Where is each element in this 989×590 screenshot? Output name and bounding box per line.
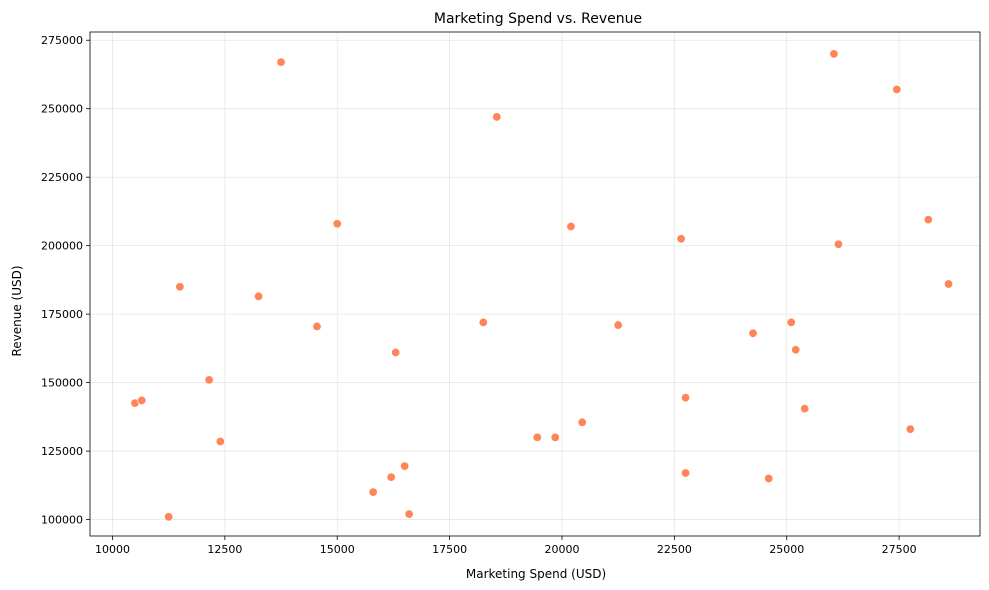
x-tick-label: 15000: [320, 543, 355, 556]
data-point: [764, 473, 774, 483]
data-point: [404, 509, 414, 519]
y-tick-label: 250000: [41, 103, 83, 116]
data-point: [681, 468, 691, 478]
data-point: [175, 282, 185, 292]
y-tick-label: 175000: [41, 308, 83, 321]
data-point: [386, 472, 396, 482]
x-tick-label: 12500: [207, 543, 242, 556]
y-tick-label: 200000: [41, 240, 83, 253]
data-point: [786, 317, 796, 327]
data-point: [400, 461, 410, 471]
data-point: [791, 345, 801, 355]
data-point: [215, 436, 225, 446]
x-tick-label: 10000: [95, 543, 130, 556]
x-tick-label: 27500: [882, 543, 917, 556]
data-point: [681, 393, 691, 403]
data-point: [892, 85, 902, 95]
data-point: [829, 49, 839, 59]
data-point: [676, 234, 686, 244]
data-point: [613, 320, 623, 330]
data-point: [550, 432, 560, 442]
data-point: [923, 215, 933, 225]
y-tick-label: 100000: [41, 514, 83, 527]
data-point: [748, 328, 758, 338]
data-point: [566, 221, 576, 231]
data-point: [137, 395, 147, 405]
data-point: [312, 321, 322, 331]
x-axis-label: Marketing Spend (USD): [466, 567, 606, 581]
y-tick-label: 150000: [41, 377, 83, 390]
data-point: [800, 404, 810, 414]
data-point: [492, 112, 502, 122]
data-point: [276, 57, 286, 67]
data-point: [254, 291, 264, 301]
data-point: [204, 375, 214, 385]
data-point: [905, 424, 915, 434]
y-axis-label: Revenue (USD): [10, 265, 24, 356]
data-point: [577, 417, 587, 427]
data-point: [368, 487, 378, 497]
x-tick-label: 17500: [432, 543, 467, 556]
y-axis-ticks: 100000 125000 150000 175000 200000 225000 2500…: [41, 34, 90, 527]
chart-title: Marketing Spend vs. Revenue: [434, 11, 642, 27]
y-tick-label: 225000: [41, 171, 83, 184]
y-tick-label: 275000: [41, 34, 83, 47]
data-point: [164, 512, 174, 522]
data-point: [391, 347, 401, 357]
y-tick-label: 125000: [41, 445, 83, 458]
data-points: [130, 49, 954, 522]
data-point: [833, 239, 843, 249]
plot-area-frame: [89, 31, 981, 537]
x-tick-label: 25000: [769, 543, 804, 556]
data-point: [944, 279, 954, 289]
data-point: [478, 317, 488, 327]
x-axis-ticks: 10000 12500 15000 17500 20000 22500 25000 27500: [95, 536, 917, 556]
data-point: [532, 432, 542, 442]
x-tick-label: 22500: [657, 543, 692, 556]
data-point: [332, 219, 342, 229]
x-tick-label: 20000: [544, 543, 579, 556]
grid-lines: [90, 32, 980, 536]
